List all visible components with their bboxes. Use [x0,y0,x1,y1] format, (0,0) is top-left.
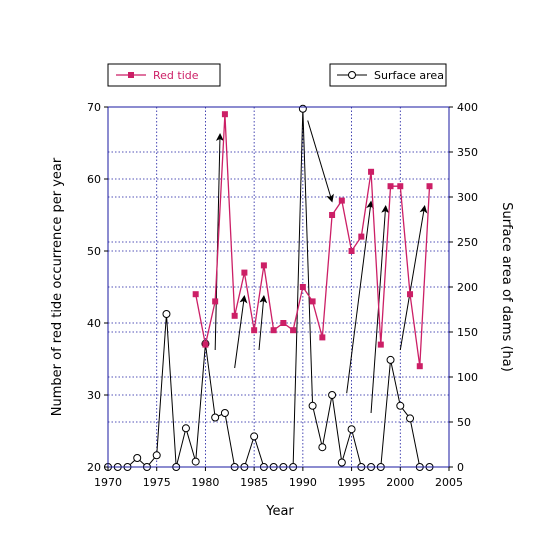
axis-ticks: 1970 1975 1980 1985 1990 1995 2000 200520304050… [87,101,478,489]
annotation-arrow-1 [214,133,224,351]
annotation-arrow-7 [399,205,428,351]
y-axis-right-title: Surface area of dams (ha) [499,202,514,372]
x-tick-label-1990: 1990 [289,476,317,489]
x-tick-label-1975: 1975 [143,476,171,489]
surface-area-point-1995 [347,425,356,434]
surface-area-point-1973 [133,454,142,462]
red-tide-point-1982 [221,111,228,118]
yleft-tick-label-20: 20 [87,461,101,474]
annotation-arrows [214,120,428,414]
yright-tick-label-50: 50 [457,416,471,429]
red-tide-point-1996 [358,233,365,240]
surface-area-point-1999 [386,355,395,364]
red-tide-point-1986 [260,262,267,269]
red-tide-point-2002 [416,363,423,370]
red-tide-point-1981 [212,298,219,305]
red-tide-point-1979 [192,291,199,298]
legend-surface-area-box [329,63,447,87]
surface-area-point-2000 [396,401,405,410]
legend-red-tide-marker [128,72,134,78]
red-tide-point-1993 [329,212,336,218]
x-tick-label-1970: 1970 [94,476,122,489]
surface-area-point-1994 [337,458,346,467]
yleft-tick-label-40: 40 [87,317,101,330]
red-tide-point-1989 [290,327,297,334]
surface-area-point-1991 [308,401,317,410]
legend-surface-area-marker [348,71,356,79]
gridlines [108,107,449,467]
red-tide-point-1990 [299,284,306,290]
red-tide-point-1987 [270,327,277,334]
yleft-tick-label-50: 50 [87,245,101,258]
yright-tick-label-400: 400 [457,101,478,114]
yright-tick-label-300: 300 [457,191,478,204]
surface-area-point-1976 [162,310,171,318]
red-tide-point-1988 [280,320,287,326]
surface-area-line [108,108,430,468]
surface-area-point-1990 [298,104,307,113]
yleft-tick-label-60: 60 [87,173,101,186]
legend-surface-area: Surface area [329,63,447,87]
surface-area-point-1982 [220,409,229,417]
x-tick-label-2000: 2000 [386,476,414,489]
legend-red-tide-label: Red tide [153,69,199,82]
red-tide-point-1994 [338,197,345,204]
surface-area-point-1981 [211,413,220,422]
surface-area-point-1992 [318,443,327,452]
x-axis-title: Year [265,504,294,519]
red-tide-point-1991 [309,298,316,305]
red-tide-point-1985 [251,327,258,334]
annotation-arrow-4 [307,120,334,203]
legend-surface-area-label: Surface area [374,69,444,82]
surface-area-point-1985 [250,432,259,441]
red-tide-point-1992 [319,334,326,341]
y-axis-left-title: Number of red tide occurrence per year [50,157,65,416]
yright-tick-label-200: 200 [457,281,478,294]
red-tide-point-2001 [407,291,414,298]
x-tick-label-1980: 1980 [191,476,219,489]
annotation-arrow-5 [346,200,375,394]
surface-area-point-1979 [191,457,200,466]
yright-tick-label-350: 350 [457,146,478,159]
x-tick-label-1985: 1985 [240,476,268,489]
surface-area-point-1993 [328,391,337,399]
red-tide-point-1984 [241,269,248,276]
x-tick-label-1995: 1995 [338,476,366,489]
yleft-tick-label-30: 30 [87,389,101,402]
red-tide-point-1980 [202,341,209,348]
red-tide-point-1998 [377,341,384,348]
yright-tick-label-150: 150 [457,326,478,339]
annotation-arrow-2 [234,295,248,369]
yright-tick-label-100: 100 [457,371,478,384]
red-tide-point-1995 [348,248,355,254]
legend-red-tide: Red tide [107,63,221,87]
yright-tick-label-0: 0 [457,461,464,474]
yright-tick-label-250: 250 [457,236,478,249]
red-tide-point-2003 [426,183,433,190]
yleft-tick-label-70: 70 [87,101,101,114]
red-tide-series [192,111,433,370]
surface-area-point-1978 [181,424,190,433]
legend-red-tide-box [107,63,221,87]
x-tick-label-2005: 2005 [435,476,463,489]
red-tide-point-1997 [368,168,375,175]
red-tide-point-1999 [387,183,394,190]
surface-area-point-2001 [406,414,415,423]
surface-area-point-1975 [152,451,161,460]
annotation-arrow-3 [258,295,268,351]
red-tide-point-2000 [397,183,404,190]
red-tide-point-1983 [231,312,238,319]
